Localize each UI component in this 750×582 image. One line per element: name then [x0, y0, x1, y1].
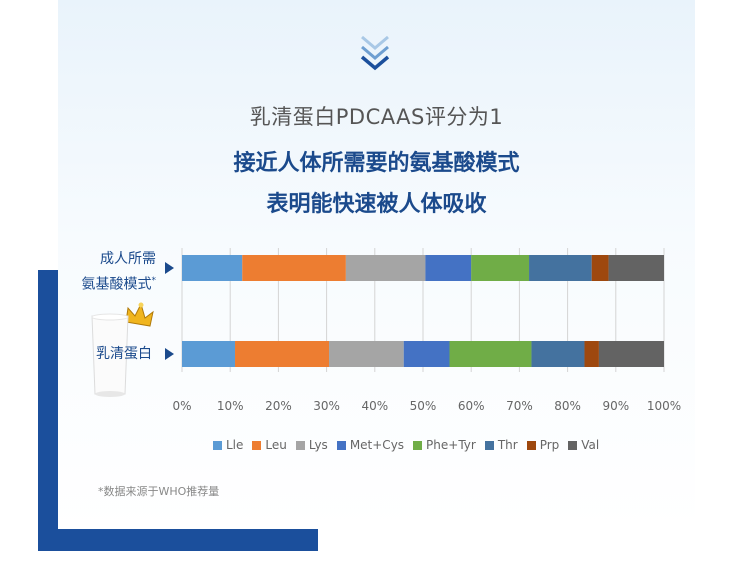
legend-item: Val	[568, 438, 599, 452]
headline-score: 乳清蛋白PDCAAS评分为1	[249, 105, 504, 129]
bar-segment-met-cys	[425, 255, 472, 281]
chevron-double-down-icon	[360, 35, 390, 71]
headline-absorption: 表明能快速被人体吸收	[266, 192, 487, 217]
row-label-adult-line2: 氨基酸模式	[81, 276, 152, 293]
bar-segment-phe-tyr	[449, 341, 532, 367]
x-tick-label: 80%	[554, 399, 581, 413]
x-tick-label: 50%	[410, 399, 437, 413]
bar-segment-phe-tyr	[471, 255, 530, 281]
legend-swatch	[526, 440, 536, 450]
bar-segment-thr	[529, 255, 592, 281]
x-tick-label: 70%	[506, 399, 533, 413]
x-tick-label: 40%	[361, 399, 388, 413]
x-tick-label: 10%	[217, 399, 244, 413]
bar-segment-val	[598, 341, 664, 367]
legend-swatch	[336, 440, 346, 450]
legend-label: Leu	[265, 438, 287, 452]
legend-swatch	[295, 440, 305, 450]
x-tick-label: 0%	[172, 399, 191, 413]
legend-label: Lle	[226, 438, 244, 452]
legend-item: Leu	[252, 438, 287, 452]
crown-icon	[125, 302, 154, 327]
legend-item: Lys	[295, 438, 328, 452]
footnote: *数据来源于WHO推荐量	[98, 485, 220, 498]
x-tick-label: 60%	[458, 399, 485, 413]
legend-item: Thr	[484, 438, 518, 452]
legend-swatch	[213, 440, 222, 450]
legend-swatch	[484, 440, 494, 450]
bar-segment-thr	[531, 341, 585, 367]
row-label-adult-pattern: 成人所需 氨基酸模式*	[68, 248, 157, 296]
bar-segment-lle	[182, 341, 236, 367]
row-arrow-icon	[165, 348, 174, 360]
legend-swatch	[252, 440, 262, 450]
bar-segment-leu	[242, 255, 346, 281]
bar-segment-met-cys	[403, 341, 450, 367]
legend-label: Phe+Tyr	[426, 438, 476, 452]
legend-item: Lle	[213, 438, 243, 452]
chart-legend: Lle Leu Lys Met+Cys Phe+Tyr Thr Prp Val	[213, 438, 608, 452]
bar-segment-prp	[584, 341, 599, 367]
legend-label: Thr	[497, 438, 518, 452]
x-tick-label: 100%	[647, 399, 681, 413]
x-tick-label: 30%	[313, 399, 340, 413]
legend-label: Met+Cys	[349, 438, 405, 452]
row-label-whey: 乳清蛋白	[96, 346, 152, 362]
milk-glass-icon	[91, 302, 154, 397]
bar-segment-val	[608, 255, 664, 281]
legend-swatch	[413, 440, 423, 450]
legend-swatch	[568, 440, 578, 450]
bar-segment-leu	[235, 341, 330, 367]
legend-item: Phe+Tyr	[413, 438, 476, 452]
legend-item: Prp	[526, 438, 560, 452]
x-tick-label: 90%	[602, 399, 629, 413]
row-arrow-icon	[165, 262, 174, 274]
legend-item: Met+Cys	[336, 438, 405, 452]
row-label-adult-mark: *	[151, 276, 157, 286]
bar-segment-prp	[591, 255, 609, 281]
bar-segment-lys	[345, 255, 426, 281]
legend-label: Lys	[308, 438, 328, 452]
bar-segment-lys	[329, 341, 404, 367]
legend-label: Prp	[539, 438, 560, 452]
bar-segment-lle	[182, 255, 243, 281]
legend-label: Val	[581, 438, 600, 452]
x-tick-label: 20%	[265, 399, 292, 413]
headline-pattern: 接近人体所需要的氨基酸模式	[233, 151, 520, 176]
row-label-adult-line1: 成人所需	[100, 251, 156, 267]
